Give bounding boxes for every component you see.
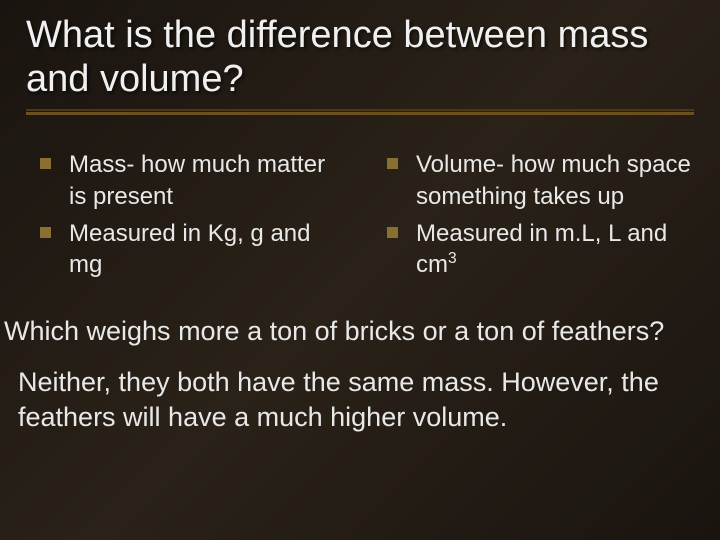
- content-columns: Mass- how much matter is present Measure…: [26, 149, 694, 286]
- bullet-text: Measured in m.L, L and cm3: [416, 218, 694, 280]
- left-column: Mass- how much matter is present Measure…: [40, 149, 347, 286]
- list-item: Measured in Kg, g and mg: [40, 218, 347, 280]
- square-bullet-icon: [387, 158, 398, 169]
- superscript: 3: [448, 250, 457, 267]
- bullet-text: Mass- how much matter is present: [69, 149, 347, 211]
- list-item: Volume- how much space something takes u…: [387, 149, 694, 211]
- list-item: Mass- how much matter is present: [40, 149, 347, 211]
- question-text: Which weighs more a ton of bricks or a t…: [4, 316, 694, 347]
- answer-text: Neither, they both have the same mass. H…: [18, 365, 694, 435]
- square-bullet-icon: [40, 158, 51, 169]
- square-bullet-icon: [387, 227, 398, 238]
- square-bullet-icon: [40, 227, 51, 238]
- slide-title: What is the difference between mass and …: [26, 14, 694, 101]
- slide-container: What is the difference between mass and …: [0, 0, 720, 540]
- right-column: Volume- how much space something takes u…: [387, 149, 694, 286]
- title-underline: [26, 109, 694, 115]
- list-item: Measured in m.L, L and cm3: [387, 218, 694, 280]
- bullet-text: Volume- how much space something takes u…: [416, 149, 694, 211]
- bullet-text: Measured in Kg, g and mg: [69, 218, 347, 280]
